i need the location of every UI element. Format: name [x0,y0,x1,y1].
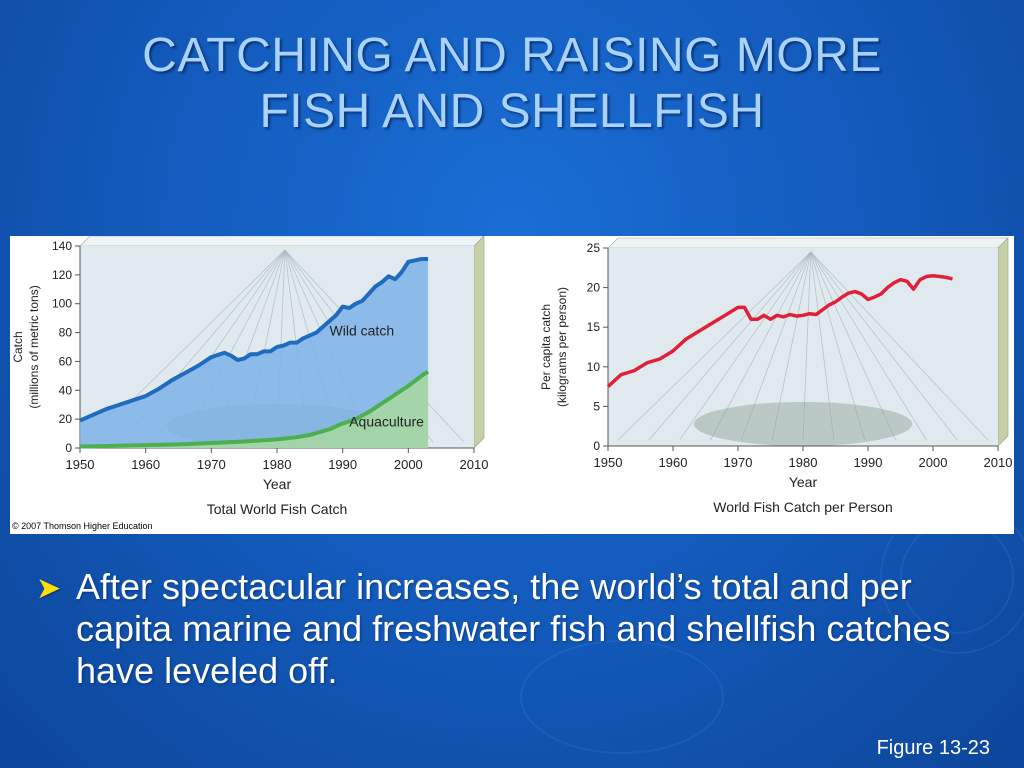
box-side-face [473,236,485,449]
per-capita-chart: 0 5 10 15 20 25 1950 1960 1970 1980 1990 2000 2010 Ye… [539,237,1013,515]
x-tick-label: 2000 [919,455,948,470]
wild-catch-annotation: Wild catch [330,322,395,338]
y-tick-label: 60 [59,354,73,368]
y-axis-title-line-2: (kilograms per person) [555,287,569,407]
bullet-text: After spectacular increases, the world’s… [76,566,951,691]
title-line-1: CATCHING AND RAISING MORE [142,29,882,82]
x-tick-label: 1960 [659,455,688,470]
x-tick-label: 2010 [460,457,489,472]
x-tick-label: 1990 [328,457,357,472]
x-tick-label: 1950 [594,455,623,470]
bullet-item: ➤ After spectacular increases, the world… [36,566,986,692]
net-line [648,251,812,441]
arrow-bullet-icon: ➤ [36,572,62,605]
y-axis-title-line-2: (millions of metric tons) [27,285,41,408]
y-tick-label: 100 [52,297,72,311]
net-line [679,251,812,441]
x-tick-label: 1990 [854,455,883,470]
x-tick-label: 2010 [984,455,1013,470]
net-line [810,251,989,441]
y-tick-label: 40 [59,383,73,397]
net-line [740,251,812,441]
y-tick-label: 10 [587,360,601,374]
y-tick-label: 80 [59,326,73,340]
x-tick-label: 2000 [394,457,423,472]
y-tick-label: 20 [59,412,73,426]
x-tick-label: 1970 [197,457,226,472]
net-line [802,251,812,441]
plot-background [608,248,998,446]
total-catch-chart: 0 20 40 60 80 100 120 140 1950 1960 1970 1980 1990 20… [11,236,489,517]
net-line [771,251,812,441]
x-tick-label: 1980 [263,457,292,472]
y-axis-title-line-1: Per capita catch [539,304,553,390]
per-capita-line [606,273,953,388]
box-top-face [607,237,1009,249]
y-tick-label: 120 [52,268,72,282]
chart-title: Total World Fish Catch [207,501,348,517]
y-tick-label: 5 [593,399,600,413]
x-axis-title: Year [263,476,292,492]
x-tick-label: 1980 [789,455,818,470]
boat-silhouette [693,402,913,446]
net-line [810,251,927,441]
ripple-decoration [520,640,724,754]
y-tick-label: 0 [65,441,72,455]
aquaculture-annotation: Aquaculture [349,413,424,429]
title-line-2: FISH AND SHELLFISH [259,85,765,138]
y-axis-title-line-1: Catch [11,331,25,362]
y-tick-label: 25 [587,241,601,255]
chart-title: World Fish Catch per Person [713,499,892,515]
net-line [810,251,835,441]
y-tick-label: 0 [593,439,600,453]
y-tick-label: 140 [52,239,72,253]
net-line [810,251,958,441]
aquaculture-area [80,371,429,448]
y-tick-label: 20 [587,281,601,295]
aquaculture-line [79,369,430,449]
figure-caption: Figure 13-23 [876,737,990,759]
net-line [810,251,896,441]
x-tick-label: 1960 [131,457,160,472]
figure-panel: 0 20 40 60 80 100 120 140 1950 1960 1970 1980 1990 20… [10,236,1014,534]
copyright-notice: © 2007 Thomson Higher Education [12,521,153,531]
box-top-face [79,236,485,247]
box-side-face [997,237,1009,447]
y-tick-label: 15 [587,320,601,334]
x-tick-label: 1970 [724,455,753,470]
net-line [810,251,866,441]
slide-title: CATCHING AND RAISING MORE FISH AND SHELL… [0,28,1024,140]
net-line [617,251,812,441]
net-line [710,251,812,441]
x-tick-label: 1950 [66,457,95,472]
wild-catch-area [80,258,429,448]
wild-catch-line [79,256,429,423]
x-axis-title: Year [789,474,818,490]
